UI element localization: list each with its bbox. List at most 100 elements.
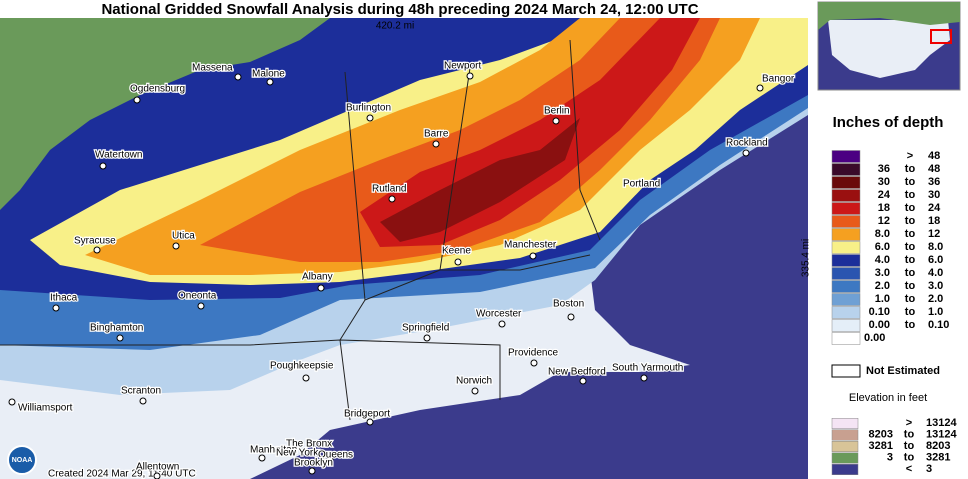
city-label: Boston xyxy=(553,299,584,310)
city-dot xyxy=(93,246,101,254)
legend-label: to xyxy=(905,189,916,201)
city-label: Keene xyxy=(442,246,471,257)
city-label: The Bronx xyxy=(286,439,332,450)
city-dot xyxy=(471,387,479,395)
logo xyxy=(7,445,37,475)
legend-label: 3281 xyxy=(926,451,950,463)
legend-label: 13124 xyxy=(926,417,957,429)
legend-label: 3 xyxy=(887,451,893,463)
legend-label: to xyxy=(904,428,915,440)
city-label: Barre xyxy=(424,129,449,140)
city-dot xyxy=(52,304,60,312)
legend-swatch xyxy=(831,228,861,241)
legend-label: 36 xyxy=(878,163,890,175)
legend-swatch xyxy=(831,254,861,267)
city-label: New York xyxy=(276,448,319,459)
city-dot xyxy=(640,374,648,382)
legend-label: 48 xyxy=(928,150,940,162)
city-dot xyxy=(133,96,141,104)
inset-map xyxy=(817,1,961,91)
city-label: South Yarmouth xyxy=(612,363,683,374)
legend-label: 2.0 xyxy=(875,280,890,292)
city-label: Springfield xyxy=(402,323,449,334)
city-label: Poughkeepsie xyxy=(270,361,334,372)
legend-swatch xyxy=(831,280,861,293)
legend-label: 30 xyxy=(878,176,890,188)
legend-swatch xyxy=(831,215,861,228)
legend-label: 3.0 xyxy=(928,280,943,292)
map xyxy=(0,18,808,479)
city-dot xyxy=(301,448,309,456)
legend-label: 6.0 xyxy=(928,254,943,266)
legend-label: 12 xyxy=(928,228,940,240)
inset-canada xyxy=(818,2,960,30)
inset-land xyxy=(828,20,950,78)
city-dot xyxy=(197,302,205,310)
city-dot xyxy=(139,397,147,405)
city-label: Burlington xyxy=(346,103,391,114)
legend-swatch xyxy=(831,306,861,319)
city-label: Norwich xyxy=(456,376,492,387)
city-label: Worcester xyxy=(476,309,522,320)
city-label: Manhattan xyxy=(250,445,297,456)
legend-label: 1.0 xyxy=(928,306,943,318)
snow-band xyxy=(200,18,720,262)
city-label: Rutland xyxy=(372,184,406,195)
created: Created 2024 Mar 29, 11:40 UTC xyxy=(48,469,196,479)
legend-swatch xyxy=(831,319,861,332)
city-dot xyxy=(552,117,560,125)
city-label: Oneonta xyxy=(178,291,217,302)
legend-swatch xyxy=(831,429,859,441)
legend-label: 18 xyxy=(878,202,890,214)
legend-label: to xyxy=(905,215,916,227)
legend-swatch xyxy=(831,452,859,464)
state-border xyxy=(439,67,591,271)
legend-label: to xyxy=(905,306,916,318)
city-label: Portland xyxy=(623,179,660,190)
city-label: New Bedford xyxy=(548,367,606,378)
city-dot xyxy=(266,78,274,86)
legend-label: to xyxy=(905,202,916,214)
city-label: Ithaca xyxy=(50,293,78,304)
city-label: Brooklyn xyxy=(294,458,333,469)
legend-label: 0.00 xyxy=(864,332,885,344)
legend-label: 6.0 xyxy=(875,241,890,253)
legend-swatch xyxy=(831,441,859,452)
legend-swatch xyxy=(831,293,861,306)
legend-label: 0.10 xyxy=(928,319,949,331)
city-label: Syracuse xyxy=(74,236,116,247)
city-label: Rockland xyxy=(726,138,768,149)
city-label: Williamsport xyxy=(18,403,73,414)
city-dot xyxy=(258,454,266,462)
city-label: Scranton xyxy=(121,386,161,397)
legend-swatch xyxy=(831,267,861,280)
legend-label: to xyxy=(905,228,916,240)
scale-y: 335.4 mi xyxy=(801,239,812,277)
city-dot xyxy=(302,374,310,382)
city-label: Newport xyxy=(444,61,481,72)
legend-label: 13124 xyxy=(926,428,957,440)
legend-title: Inches of depth xyxy=(833,114,944,131)
legend-swatch xyxy=(831,464,859,475)
city-dot xyxy=(326,456,334,464)
legend-label: 2.0 xyxy=(928,293,943,305)
legend-label: 12 xyxy=(878,215,890,227)
legend-label: to xyxy=(905,176,916,188)
city-dot xyxy=(432,140,440,148)
city-dot xyxy=(530,359,538,367)
snow-band xyxy=(380,118,580,242)
city-dot xyxy=(153,472,161,479)
city-label: Bangor xyxy=(762,74,795,85)
state-border xyxy=(339,71,366,421)
city-label: Watertown xyxy=(95,150,142,161)
legend-label: to xyxy=(904,451,915,463)
city-dot xyxy=(366,114,374,122)
legend-label: to xyxy=(905,254,916,266)
city-dot xyxy=(99,162,107,170)
city-label: Queens xyxy=(318,450,353,461)
city-label: Providence xyxy=(508,348,558,359)
legend-label: to xyxy=(905,241,916,253)
city-dot xyxy=(567,313,575,321)
city-label: Berlin xyxy=(544,106,570,117)
